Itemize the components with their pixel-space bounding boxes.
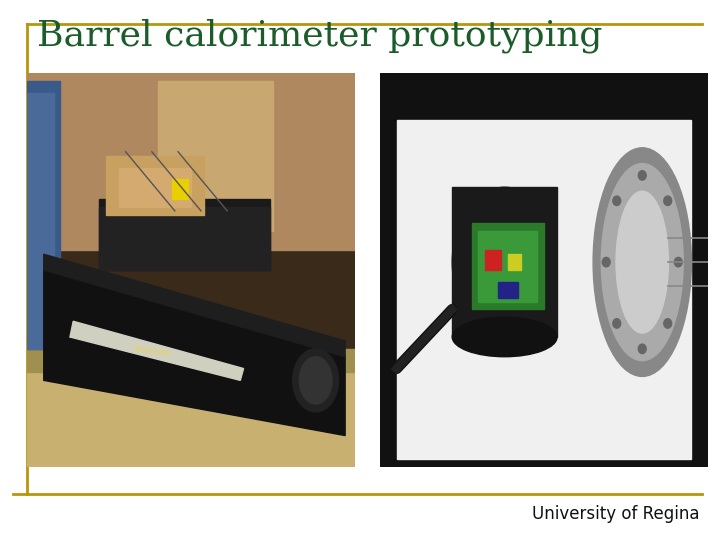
Ellipse shape: [601, 164, 683, 361]
Polygon shape: [44, 270, 345, 436]
Circle shape: [675, 258, 683, 267]
Bar: [27, 73, 355, 250]
Ellipse shape: [452, 318, 557, 357]
Bar: [27, 349, 355, 373]
Ellipse shape: [452, 187, 557, 337]
Text: Prototype: Prototype: [133, 345, 171, 357]
Bar: [508, 254, 521, 270]
Polygon shape: [397, 120, 691, 459]
Bar: [158, 81, 273, 231]
Circle shape: [664, 196, 672, 206]
Bar: [472, 222, 544, 309]
Ellipse shape: [616, 191, 668, 333]
Bar: [27, 81, 60, 349]
Bar: [119, 167, 191, 207]
Bar: [99, 207, 270, 270]
Circle shape: [602, 258, 610, 267]
Polygon shape: [70, 321, 243, 380]
Bar: [106, 156, 204, 215]
Polygon shape: [44, 254, 345, 357]
Bar: [27, 92, 53, 349]
Text: University of Regina: University of Regina: [532, 505, 700, 523]
Text: Pb/SciFi prototype: Pb/SciFi prototype: [94, 133, 312, 153]
Bar: [452, 187, 557, 337]
Bar: [485, 250, 501, 270]
Bar: [498, 282, 518, 298]
Text: Hybrid pmts can operate
in fields up to 2 Tesla: Hybrid pmts can operate in fields up to …: [385, 109, 678, 156]
Ellipse shape: [593, 148, 691, 376]
Bar: [171, 179, 188, 199]
Ellipse shape: [293, 349, 338, 412]
Ellipse shape: [300, 357, 332, 404]
Circle shape: [664, 319, 672, 328]
Bar: [27, 357, 355, 467]
Text: Barrel calorimeter prototyping: Barrel calorimeter prototyping: [37, 19, 603, 53]
Circle shape: [639, 171, 646, 180]
Circle shape: [639, 344, 646, 354]
Bar: [99, 199, 270, 270]
Bar: [479, 231, 537, 301]
Circle shape: [613, 196, 621, 206]
Circle shape: [613, 319, 621, 328]
